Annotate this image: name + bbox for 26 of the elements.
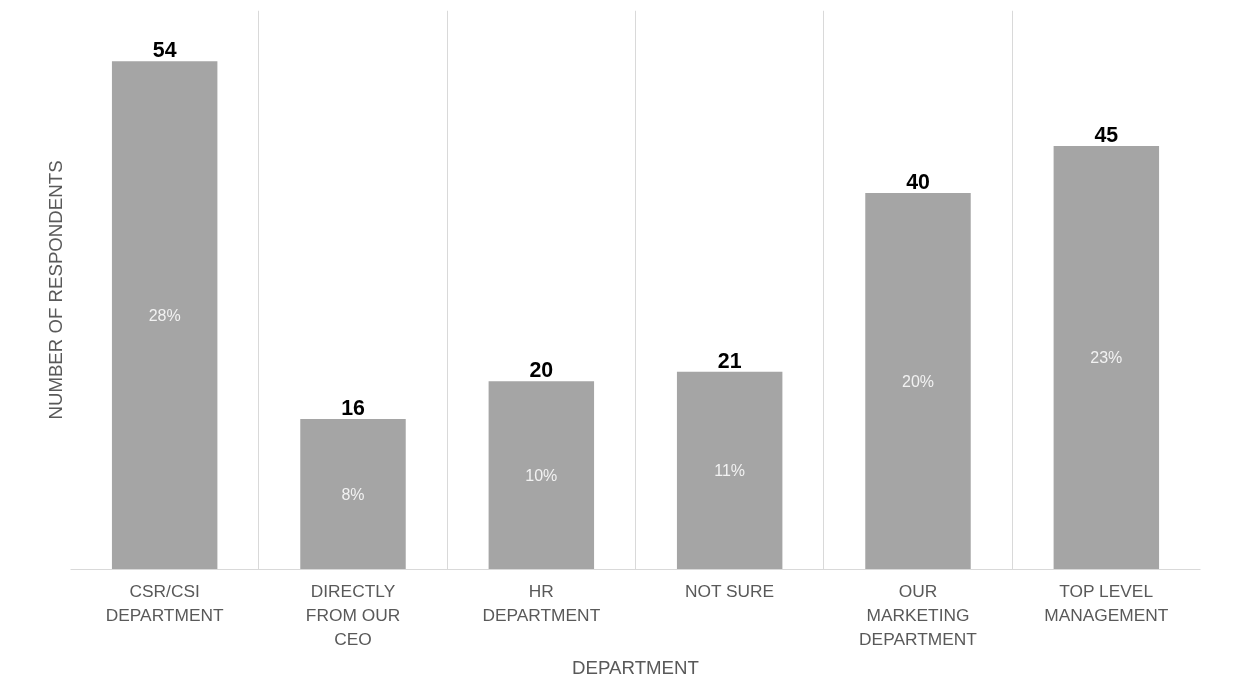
data-label: 16: [341, 395, 365, 420]
data-label: 45: [1094, 123, 1119, 148]
annotation: 10%: [525, 466, 558, 484]
x-tick-label: DIRECTLY FROM OUR CEO: [305, 580, 401, 649]
data-label: 20: [529, 358, 554, 383]
data-label: 54: [152, 38, 177, 63]
data-label: 40: [906, 170, 930, 195]
x-tick-label: CSR/CSI DEPARTMENT: [105, 580, 224, 625]
annotation: 23%: [1090, 349, 1123, 367]
annotation: 20%: [901, 372, 935, 390]
bar: [1053, 146, 1160, 570]
x-axis-title: DEPARTMENT: [572, 656, 699, 678]
x-tick-label: OUR MARKETING DEPARTMENT: [859, 580, 978, 649]
bar: [865, 193, 971, 570]
y-axis-title: NUMBER OF RESPONDENTS: [44, 160, 66, 420]
bar: [676, 371, 783, 570]
x-tick-label: TOP LEVEL MANAGEMENT: [1044, 580, 1169, 625]
bar: [111, 61, 218, 570]
bar: [488, 381, 595, 570]
annotation: 8%: [341, 485, 365, 503]
annotation: 11%: [714, 462, 746, 480]
x-tick-label: NOT SURE: [684, 580, 775, 601]
annotation: 28%: [148, 306, 181, 324]
data-label: 21: [717, 348, 742, 373]
x-tick-label: HR DEPARTMENT: [482, 580, 601, 625]
bar: [300, 418, 406, 570]
